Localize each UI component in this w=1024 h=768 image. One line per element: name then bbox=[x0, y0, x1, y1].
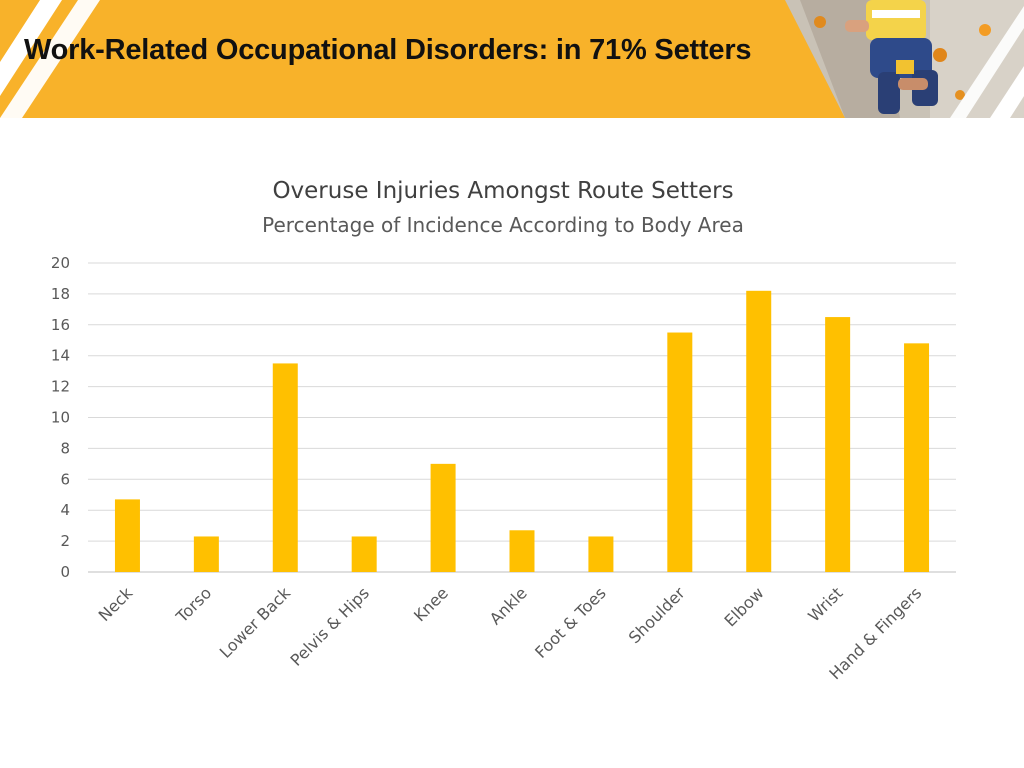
y-tick-label: 14 bbox=[51, 347, 70, 365]
bar bbox=[904, 343, 930, 572]
climber-photo bbox=[785, 0, 1024, 118]
header-stripe bbox=[0, 0, 100, 118]
y-tick-label: 0 bbox=[60, 563, 70, 581]
x-category-label: Foot & Toes bbox=[531, 583, 610, 662]
y-axis-ticks: 0 2 4 6 8 10 12 14 16 18 20 bbox=[51, 254, 70, 581]
x-category-label: Lower Back bbox=[216, 583, 295, 662]
bar bbox=[746, 290, 772, 572]
bar bbox=[193, 536, 219, 572]
y-tick-label: 16 bbox=[51, 316, 70, 334]
y-tick-label: 10 bbox=[51, 409, 70, 427]
y-tick-label: 4 bbox=[60, 501, 70, 519]
x-category-label: Torso bbox=[172, 583, 216, 627]
bars bbox=[114, 290, 930, 572]
x-category-label: Pelvis & Hips bbox=[287, 583, 373, 669]
bar bbox=[667, 332, 693, 572]
y-tick-label: 6 bbox=[60, 470, 70, 488]
header-stripe bbox=[0, 0, 62, 96]
x-category-label: Wrist bbox=[804, 583, 846, 625]
x-category-label: Knee bbox=[410, 583, 452, 625]
y-tick-label: 8 bbox=[60, 439, 70, 457]
y-tick-label: 12 bbox=[51, 378, 70, 396]
slide-title: Work-Related Occupational Disorders: in … bbox=[24, 34, 752, 66]
bar bbox=[351, 536, 377, 572]
bar-chart: Overuse Injuries Amongst Route Setters P… bbox=[51, 178, 956, 683]
chart-subtitle: Percentage of Incidence According to Bod… bbox=[262, 213, 744, 237]
bar bbox=[588, 536, 614, 572]
bar bbox=[272, 363, 298, 572]
y-tick-label: 20 bbox=[51, 254, 70, 272]
y-tick-label: 18 bbox=[51, 285, 70, 303]
header-stripe bbox=[950, 6, 1024, 118]
x-category-label: Shoulder bbox=[625, 583, 689, 647]
header-stripe bbox=[990, 66, 1024, 118]
x-category-label: Ankle bbox=[486, 583, 531, 628]
header-banner bbox=[0, 0, 1024, 118]
bar bbox=[430, 463, 456, 572]
y-tick-label: 2 bbox=[60, 532, 70, 550]
x-category-label: Elbow bbox=[720, 583, 767, 630]
bar bbox=[114, 499, 140, 572]
chart-title: Overuse Injuries Amongst Route Setters bbox=[272, 178, 733, 204]
bar bbox=[509, 530, 535, 572]
x-category-label: Neck bbox=[95, 583, 137, 625]
bar bbox=[825, 317, 851, 572]
